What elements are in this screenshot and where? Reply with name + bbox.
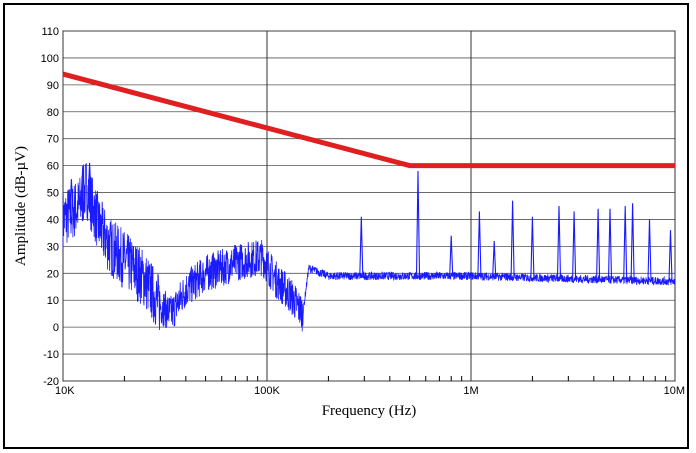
- emission-peak: [647, 219, 652, 281]
- y-tick-label: 70: [47, 134, 59, 146]
- emission-peak: [359, 216, 364, 277]
- y-tick-label: -20: [43, 376, 59, 388]
- emission-peak: [572, 211, 577, 279]
- emission-peak: [530, 216, 535, 278]
- y-tick-label: 110: [41, 26, 59, 38]
- y-tick-label: 80: [47, 107, 59, 119]
- emission-peak: [556, 205, 562, 279]
- measured-trace: [62, 163, 676, 332]
- y-tick-label: -10: [43, 349, 59, 361]
- emission-peak: [623, 205, 628, 281]
- y-tick-label: 0: [53, 322, 59, 334]
- emission-peak: [477, 211, 482, 277]
- emission-peak: [630, 203, 635, 281]
- y-tick-label: 60: [47, 161, 59, 173]
- x-tick-label: 100K: [254, 385, 280, 397]
- x-axis-label: Frequency (Hz): [322, 403, 417, 419]
- emission-peak: [80, 165, 85, 197]
- x-axis-ticks: 10K 100K 1M 10M: [55, 376, 685, 397]
- y-axis-label: Amplitude (dB-µV): [13, 146, 29, 266]
- x-tick-label: 10M: [664, 385, 685, 397]
- chart-frame: 110 100 90 80 70 60 50 40 30 20 10 0 -10 -20 10K 100K 1…: [3, 3, 689, 449]
- emission-peak: [69, 179, 74, 213]
- y-tick-label: 90: [47, 80, 59, 92]
- y-tick-label: 100: [41, 53, 59, 65]
- emission-peak: [510, 200, 515, 278]
- x-tick-label: 10K: [55, 385, 75, 397]
- measured-emissions-series: [62, 162, 676, 332]
- x-tick-label: 1M: [463, 385, 478, 397]
- emission-peak: [415, 170, 421, 277]
- y-tick-label: 10: [47, 295, 59, 307]
- emission-peak: [596, 208, 601, 280]
- y-tick-label: 20: [47, 268, 59, 280]
- emission-peak: [668, 230, 673, 282]
- emission-peak: [492, 240, 497, 277]
- limit-line-series: [62, 71, 675, 169]
- plot-area: [62, 30, 676, 382]
- emission-peak: [87, 162, 92, 198]
- y-tick-label: 50: [47, 188, 59, 200]
- y-tick-label: 40: [47, 214, 59, 226]
- emission-peak: [607, 208, 613, 280]
- y-tick-label: 30: [47, 241, 59, 253]
- emission-peak: [449, 235, 454, 277]
- limit-line: [62, 71, 675, 169]
